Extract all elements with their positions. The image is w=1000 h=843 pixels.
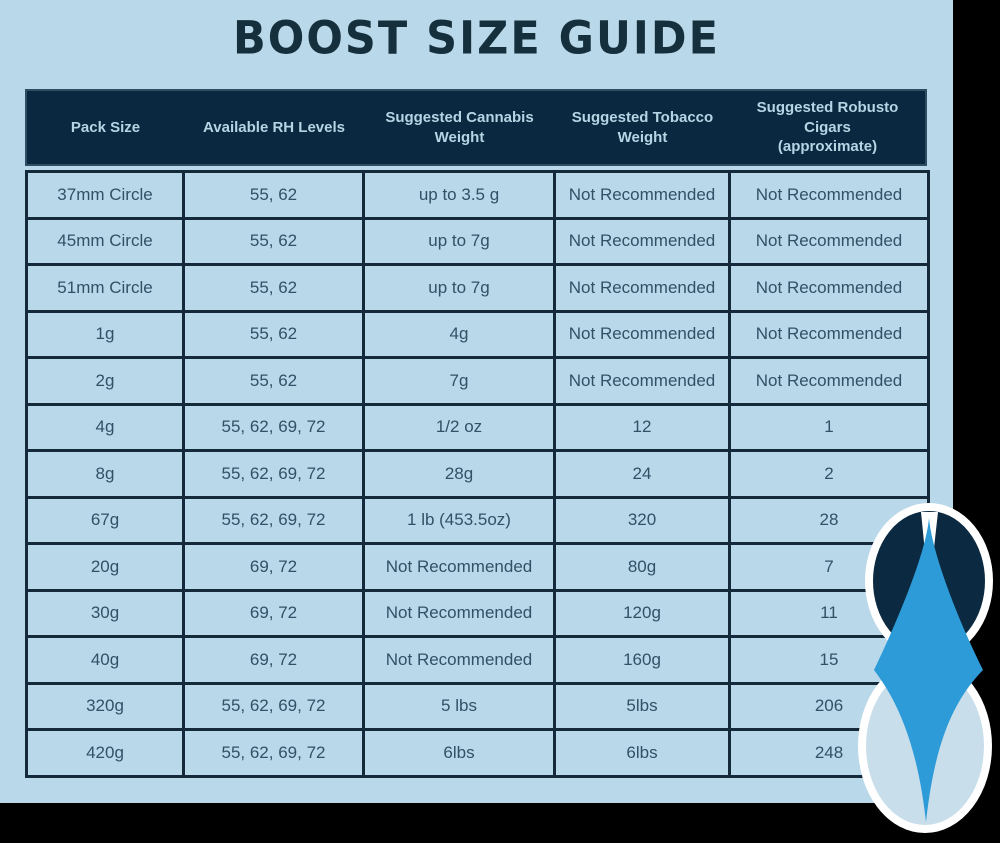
page-title: BOOST SIZE GUIDE <box>233 12 720 65</box>
table-cell: 4g <box>362 309 556 359</box>
table-row: 40g 69, 72 Not Recommended 160g 15 <box>25 635 930 685</box>
table-cell: up to 7g <box>362 216 556 266</box>
table-cell: 55, 62, 69, 72 <box>182 402 365 452</box>
table-cell: 20g <box>25 542 185 592</box>
column-header-rh-levels: Available RH Levels <box>202 118 345 136</box>
table-cell: 55, 62 <box>182 216 365 266</box>
table-cell: 2g <box>25 356 185 406</box>
table-row: 30g 69, 72 Not Recommended 120g 11 <box>25 588 930 638</box>
table-header-row: Pack Size Available RH Levels Suggested … <box>25 89 927 166</box>
table-cell: Not Recommended <box>362 635 556 685</box>
table-cell: 40g <box>25 635 185 685</box>
table-cell: 7g <box>362 356 556 406</box>
table-cell: 55, 62, 69, 72 <box>182 681 365 731</box>
table-cell: 1/2 oz <box>362 402 556 452</box>
table-cell: 55, 62 <box>182 170 365 220</box>
table-cell: 55, 62, 69, 72 <box>182 449 365 499</box>
boost-flame-logo <box>858 503 993 833</box>
table-row: 45mm Circle 55, 62 up to 7g Not Recommended… <box>25 216 930 266</box>
table-cell: 1g <box>25 309 185 359</box>
table-cell: 69, 72 <box>182 635 365 685</box>
table-cell: 4g <box>25 402 185 452</box>
table-cell: 69, 72 <box>182 588 365 638</box>
table-row: 37mm Circle 55, 62 up to 3.5 g Not Recommen… <box>25 170 930 220</box>
table-cell: Not Recommended <box>553 309 731 359</box>
table-cell: 55, 62 <box>182 356 365 406</box>
table-cell: Not Recommended <box>362 588 556 638</box>
table-cell: 6lbs <box>362 728 556 778</box>
table-cell: 24 <box>553 449 731 499</box>
table-body: 37mm Circle 55, 62 up to 3.5 g Not Recommen… <box>25 170 930 778</box>
table-cell: 45mm Circle <box>25 216 185 266</box>
table-cell: Not Recommended <box>553 216 731 266</box>
table-cell: up to 3.5 g <box>362 170 556 220</box>
size-guide-table: 37mm Circle 55, 62 up to 3.5 g Not Recommen… <box>25 170 930 778</box>
table-row: 2g 55, 62 7g Not Recommended Not Recommended <box>25 356 930 406</box>
table-cell: Not Recommended <box>553 263 731 313</box>
table-cell: 160g <box>553 635 731 685</box>
table-cell: Not Recommended <box>553 170 731 220</box>
table-row: 8g 55, 62, 69, 72 28g 24 2 <box>25 449 930 499</box>
table-cell: 420g <box>25 728 185 778</box>
table-row: 67g 55, 62, 69, 72 1 lb (453.5oz) 320 28 <box>25 495 930 545</box>
table-cell: 2 <box>728 449 930 499</box>
table-cell: Not Recommended <box>362 542 556 592</box>
table-cell: Not Recommended <box>728 263 930 313</box>
table-cell: 1 lb (453.5oz) <box>362 495 556 545</box>
table-cell: 1 <box>728 402 930 452</box>
table-row: 20g 69, 72 Not Recommended 80g 7 <box>25 542 930 592</box>
table-cell: 55, 62 <box>182 309 365 359</box>
table-cell: 8g <box>25 449 185 499</box>
table-row: 51mm Circle 55, 62 up to 7g Not Recommended… <box>25 263 930 313</box>
table-row: 320g 55, 62, 69, 72 5 lbs 5lbs 206 <box>25 681 930 731</box>
table-cell: 12 <box>553 402 731 452</box>
table-cell: 320 <box>553 495 731 545</box>
table-cell: 69, 72 <box>182 542 365 592</box>
table-cell: 120g <box>553 588 731 638</box>
column-header-tobacco-weight: Suggested Tobacco Weight <box>571 109 714 146</box>
table-cell: Not Recommended <box>553 356 731 406</box>
table-cell: Not Recommended <box>728 216 930 266</box>
table-cell: Not Recommended <box>728 170 930 220</box>
table-cell: up to 7g <box>362 263 556 313</box>
table-cell: 5 lbs <box>362 681 556 731</box>
table-cell: 30g <box>25 588 185 638</box>
flyer-background: BOOST SIZE GUIDE Pack Size Available RH … <box>0 0 953 803</box>
column-header-cannabis-weight: Suggested Cannabis Weight <box>385 109 534 146</box>
table-cell: 51mm Circle <box>25 263 185 313</box>
column-header-robusto-cigars: Suggested Robusto Cigars (approximate) <box>756 99 899 156</box>
table-cell: 6lbs <box>553 728 731 778</box>
table-cell: 55, 62, 69, 72 <box>182 728 365 778</box>
table-row: 420g 55, 62, 69, 72 6lbs 6lbs 248 <box>25 728 930 778</box>
column-header-pack-size: Pack Size <box>70 118 141 136</box>
table-cell: 55, 62 <box>182 263 365 313</box>
table-cell: Not Recommended <box>728 309 930 359</box>
table-row: 4g 55, 62, 69, 72 1/2 oz 12 1 <box>25 402 930 452</box>
table-cell: 320g <box>25 681 185 731</box>
table-cell: Not Recommended <box>728 356 930 406</box>
table-cell: 80g <box>553 542 731 592</box>
table-row: 1g 55, 62 4g Not Recommended Not Recommended <box>25 309 930 359</box>
logo-flame <box>874 518 983 822</box>
table-cell: 5lbs <box>553 681 731 731</box>
table-cell: 67g <box>25 495 185 545</box>
table-cell: 28g <box>362 449 556 499</box>
table-cell: 37mm Circle <box>25 170 185 220</box>
table-cell: 55, 62, 69, 72 <box>182 495 365 545</box>
